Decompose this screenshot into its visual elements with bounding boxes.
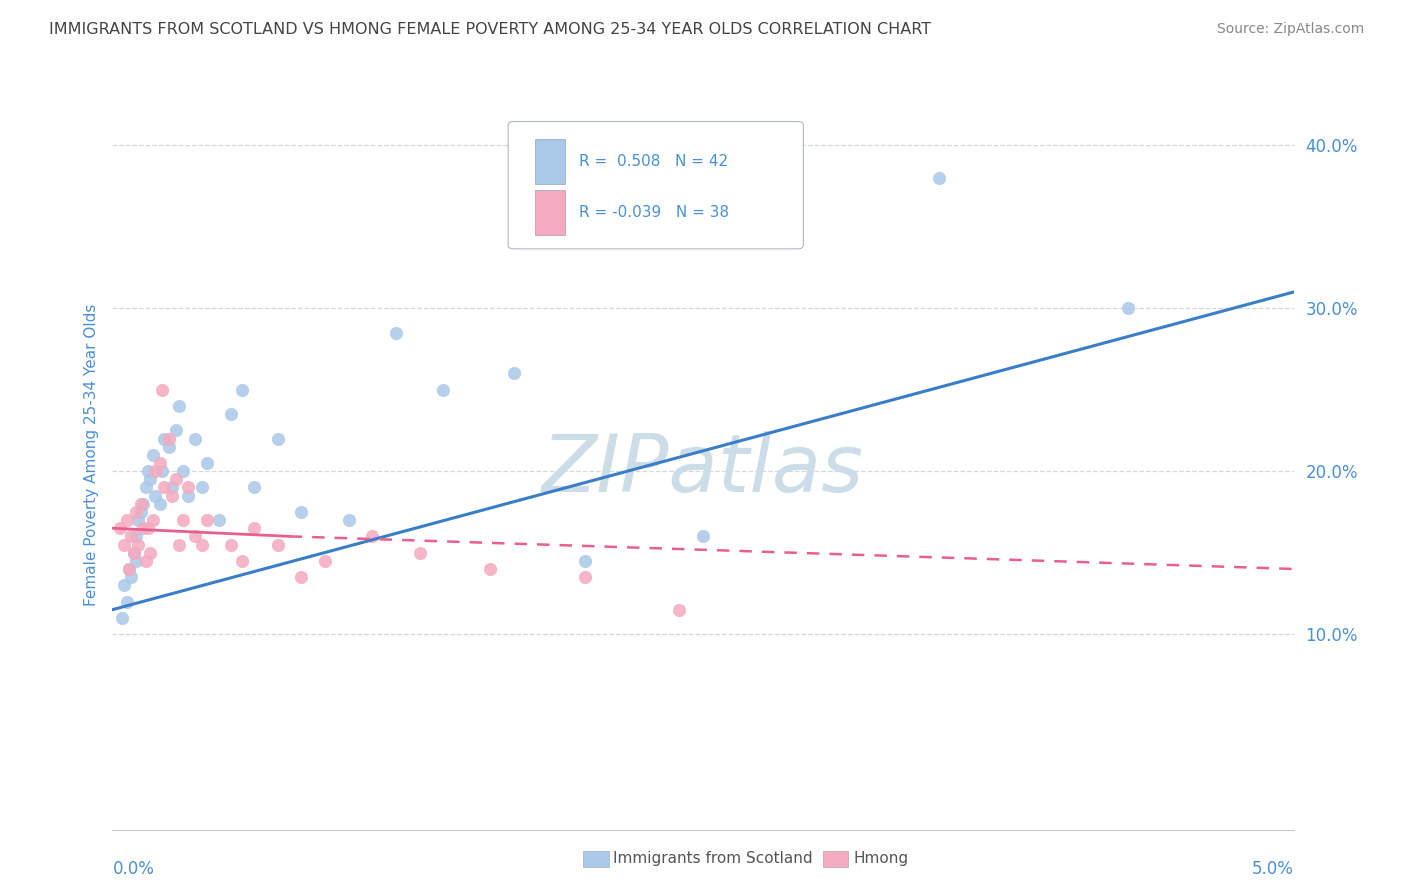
Point: [479, 562, 502, 576]
Point: [191, 537, 214, 551]
Point: [165, 472, 187, 486]
Point: [167, 399, 190, 413]
Point: [118, 562, 141, 576]
Point: [184, 529, 207, 543]
Point: [136, 464, 159, 478]
Point: [112, 537, 135, 551]
Point: [231, 554, 253, 568]
Point: [195, 456, 218, 470]
Point: [115, 513, 138, 527]
Point: [692, 529, 714, 543]
Y-axis label: Female Poverty Among 25-34 Year Olds: Female Poverty Among 25-34 Year Olds: [83, 304, 98, 606]
Point: [184, 432, 207, 446]
Point: [408, 546, 430, 560]
Point: [208, 513, 231, 527]
Point: [157, 432, 180, 446]
Point: [127, 513, 149, 527]
Point: [191, 481, 214, 495]
Point: [135, 481, 157, 495]
Point: [118, 562, 141, 576]
Point: [503, 367, 526, 381]
Point: [150, 383, 173, 397]
Point: [432, 383, 454, 397]
Text: IMMIGRANTS FROM SCOTLAND VS HMONG FEMALE POVERTY AMONG 25-34 YEAR OLDS CORRELATI: IMMIGRANTS FROM SCOTLAND VS HMONG FEMALE…: [49, 22, 931, 37]
Point: [337, 513, 360, 527]
Point: [125, 505, 148, 519]
Point: [132, 521, 155, 535]
Point: [172, 513, 194, 527]
Point: [165, 424, 187, 438]
Point: [157, 440, 180, 454]
FancyBboxPatch shape: [536, 139, 565, 184]
Point: [177, 489, 200, 503]
Point: [115, 594, 138, 608]
Point: [361, 529, 384, 543]
Point: [120, 570, 142, 584]
Point: [122, 546, 145, 560]
Point: [243, 521, 266, 535]
Point: [122, 546, 145, 560]
Point: [231, 383, 253, 397]
Point: [143, 464, 166, 478]
Point: [132, 497, 155, 511]
Text: ZIPatlas: ZIPatlas: [541, 431, 865, 509]
Point: [111, 611, 134, 625]
Point: [108, 521, 131, 535]
Point: [129, 505, 152, 519]
FancyBboxPatch shape: [508, 121, 803, 249]
Text: 0.0%: 0.0%: [112, 860, 155, 878]
Point: [195, 513, 218, 527]
Point: [177, 481, 200, 495]
Point: [136, 521, 159, 535]
Point: [267, 537, 290, 551]
Point: [928, 171, 950, 186]
Point: [153, 432, 176, 446]
Text: R = -0.039   N = 38: R = -0.039 N = 38: [579, 204, 730, 219]
Point: [219, 537, 242, 551]
Point: [153, 481, 176, 495]
Text: Hmong: Hmong: [853, 852, 908, 866]
Text: Immigrants from Scotland: Immigrants from Scotland: [613, 852, 813, 866]
Point: [172, 464, 194, 478]
Text: 5.0%: 5.0%: [1251, 860, 1294, 878]
Point: [149, 497, 172, 511]
Point: [139, 546, 162, 560]
Point: [167, 537, 190, 551]
Point: [290, 505, 312, 519]
Point: [243, 481, 266, 495]
Point: [574, 570, 596, 584]
Point: [139, 472, 162, 486]
Point: [120, 529, 142, 543]
Point: [149, 456, 172, 470]
Point: [125, 529, 148, 543]
Point: [267, 432, 290, 446]
Point: [143, 489, 166, 503]
Point: [385, 326, 408, 340]
Point: [135, 554, 157, 568]
Point: [668, 602, 690, 616]
FancyBboxPatch shape: [536, 190, 565, 235]
Point: [125, 554, 148, 568]
Point: [142, 448, 165, 462]
Point: [219, 407, 242, 421]
Point: [574, 554, 596, 568]
Point: [160, 481, 183, 495]
Point: [160, 489, 183, 503]
Point: [127, 537, 149, 551]
Point: [129, 497, 152, 511]
Point: [1116, 301, 1139, 316]
Point: [290, 570, 312, 584]
Point: [112, 578, 135, 592]
Text: Source: ZipAtlas.com: Source: ZipAtlas.com: [1216, 22, 1364, 37]
Point: [314, 554, 336, 568]
Point: [142, 513, 165, 527]
Text: R =  0.508   N = 42: R = 0.508 N = 42: [579, 153, 728, 169]
Point: [150, 464, 173, 478]
